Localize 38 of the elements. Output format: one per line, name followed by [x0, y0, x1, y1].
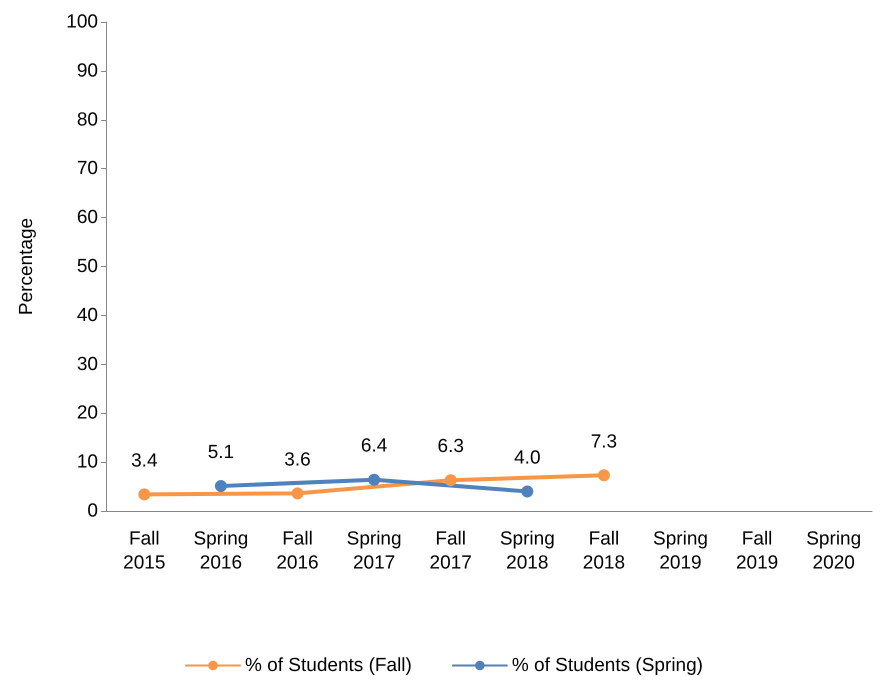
x-tick-label: Fall 2017: [430, 528, 472, 574]
x-tick-label: Fall 2015: [123, 528, 166, 574]
y-axis-title: Percentage: [16, 218, 37, 316]
y-tick-label: 0: [87, 500, 98, 522]
point: [138, 488, 150, 500]
legend-label: % of Students (Fall): [245, 655, 412, 676]
y-tick-label: 20: [76, 402, 98, 424]
y-tick-label: 10: [76, 452, 98, 473]
point: [598, 469, 610, 482]
data-label: 5.1: [208, 442, 234, 464]
data-label: 7.3: [590, 431, 618, 452]
y-tick-label: 30: [76, 354, 98, 375]
x-tick-label: Spring 2016: [193, 528, 248, 574]
y-tick-label: 80: [76, 109, 98, 130]
data-label: 6.4: [360, 436, 388, 457]
y-tick-label: 40: [76, 304, 98, 326]
data-label: 3.4: [131, 450, 158, 472]
data-label: 3.6: [284, 449, 311, 470]
y-tick-label: 70: [76, 158, 98, 180]
y-tick-label: 60: [76, 207, 98, 228]
x-tick-label: Spring 2019: [653, 528, 708, 574]
point: [521, 485, 534, 498]
legend-label: % of Students (Spring): [512, 655, 704, 676]
data-label: 6.3: [437, 436, 464, 458]
point: [292, 487, 304, 500]
y-tick-label: 90: [76, 60, 98, 82]
y-tick-label: 100: [66, 12, 98, 32]
x-tick-label: Fall 2016: [276, 528, 319, 574]
data-label: 4.0: [514, 447, 541, 468]
point: [214, 480, 227, 492]
y-tick-label: 50: [76, 256, 98, 277]
x-tick-label: Spring 2020: [806, 528, 862, 574]
x-tick-label: Spring 2017: [346, 528, 402, 574]
x-tick-label: Fall 2019: [736, 528, 778, 574]
x-tick-label: Spring 2018: [500, 528, 555, 574]
point: [444, 474, 457, 486]
point: [368, 474, 380, 486]
x-tick-label: Fall 2018: [582, 528, 626, 574]
